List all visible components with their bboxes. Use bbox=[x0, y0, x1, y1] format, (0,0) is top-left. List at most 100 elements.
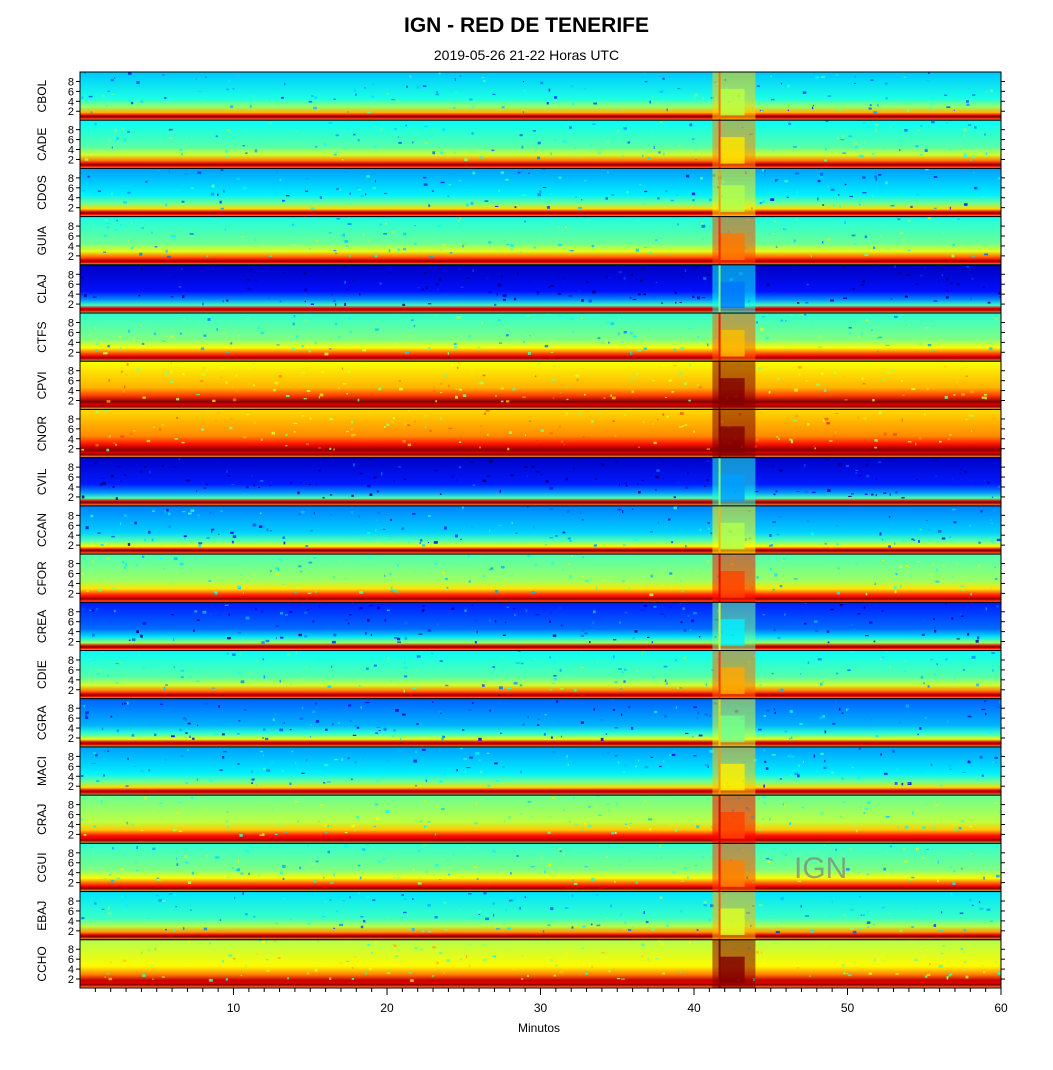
noise-texture bbox=[81, 264, 1001, 306]
station-label: CREA bbox=[35, 610, 49, 643]
y-tick-label: 6 bbox=[68, 954, 74, 966]
y-tick-label: 8 bbox=[68, 703, 74, 715]
x-axis: 10 20 30 40 50 60 bbox=[94, 988, 1008, 1015]
noise-texture bbox=[80, 168, 1001, 210]
event-signal bbox=[712, 72, 756, 121]
y-tick-label: 2 bbox=[68, 203, 74, 215]
noise-texture bbox=[104, 940, 1001, 982]
noise-texture bbox=[81, 554, 998, 597]
y-tick-label: 8 bbox=[68, 173, 74, 185]
spectrogram-band bbox=[80, 891, 1001, 940]
event-signal bbox=[712, 891, 756, 940]
noise-texture bbox=[81, 891, 994, 934]
y-tick-label: 4 bbox=[68, 916, 74, 928]
noise-texture bbox=[106, 361, 988, 403]
y-tick-label: 2 bbox=[68, 444, 74, 456]
spectrogram-band bbox=[80, 264, 1001, 314]
spectrogram-band bbox=[80, 361, 1001, 410]
noise-texture bbox=[81, 457, 1000, 500]
spectrogram-band bbox=[80, 843, 1001, 892]
spectrogram-band bbox=[80, 409, 1001, 458]
spectrogram-band bbox=[80, 795, 1001, 844]
y-tick-label: 6 bbox=[68, 135, 74, 147]
event-signal bbox=[712, 264, 756, 314]
y-tick-label: 4 bbox=[68, 434, 74, 446]
spectrogram-band bbox=[80, 457, 1001, 506]
y-tick-label: 4 bbox=[68, 386, 74, 398]
station-label: CCHO bbox=[35, 946, 49, 981]
station-label: CDOS bbox=[35, 175, 49, 210]
y-tick-label: 4 bbox=[68, 482, 74, 494]
y-tick-label: 4 bbox=[68, 193, 74, 205]
y-tick-label: 2 bbox=[68, 540, 74, 552]
y-tick-label: 8 bbox=[68, 944, 74, 956]
y-tick-label: 4 bbox=[68, 964, 74, 976]
event-signal bbox=[712, 602, 756, 651]
y-tick-label: 2 bbox=[68, 154, 74, 166]
y-tick-label: 6 bbox=[68, 665, 74, 677]
y-tick-label: 8 bbox=[68, 76, 74, 88]
y-tick-label: 2 bbox=[68, 396, 74, 408]
station-label: CBOL bbox=[35, 79, 49, 112]
y-tick-label: 8 bbox=[68, 125, 74, 137]
y-tick-label: 6 bbox=[68, 617, 74, 629]
spectrogram-band bbox=[80, 72, 1001, 121]
y-tick-label: 8 bbox=[68, 510, 74, 522]
y-tick-label: 8 bbox=[68, 655, 74, 667]
y-tick-label: 8 bbox=[68, 751, 74, 763]
event-signal bbox=[712, 409, 756, 458]
event-signal bbox=[712, 795, 756, 844]
spectrogram-band bbox=[80, 602, 1001, 651]
noise-texture bbox=[81, 602, 999, 645]
chart-subtitle: 2019-05-26 21-22 Horas UTC bbox=[433, 47, 620, 63]
y-tick-label: 8 bbox=[68, 848, 74, 860]
y-tick-label: 6 bbox=[68, 713, 74, 725]
station-label: CGRA bbox=[35, 706, 49, 741]
y-tick-label: 4 bbox=[68, 578, 74, 590]
station-label: MACI bbox=[35, 756, 49, 786]
y-tick-label: 4 bbox=[68, 771, 74, 783]
y-tick-label: 2 bbox=[68, 926, 74, 938]
y-tick-label: 8 bbox=[68, 559, 74, 571]
spectrogram-band bbox=[80, 698, 1001, 747]
y-tick-label: 6 bbox=[68, 183, 74, 195]
y-tick-label: 2 bbox=[68, 299, 74, 311]
y-tick-label: 4 bbox=[68, 723, 74, 735]
y-tick-label: 2 bbox=[68, 829, 74, 841]
y-tick-label: 8 bbox=[68, 414, 74, 426]
spectrogram-band bbox=[80, 313, 1001, 362]
station-label: CLAJ bbox=[35, 274, 49, 303]
y-tick-label: 8 bbox=[68, 462, 74, 474]
event-signal bbox=[712, 650, 756, 699]
station-label: CCAN bbox=[35, 513, 49, 547]
event-signal bbox=[712, 120, 756, 169]
event-signal bbox=[712, 698, 756, 747]
noise-texture bbox=[83, 698, 1001, 741]
y-tick-label: 2 bbox=[68, 251, 74, 263]
event-signal bbox=[712, 746, 756, 796]
y-tick-label: 2 bbox=[68, 637, 74, 649]
ign-watermark: IGN bbox=[794, 852, 847, 885]
y-tick-label: 4 bbox=[68, 627, 74, 639]
station-label: CDIE bbox=[35, 660, 49, 689]
station-label: CGUI bbox=[35, 852, 49, 882]
event-signal bbox=[712, 457, 756, 506]
y-tick-label: 4 bbox=[68, 819, 74, 831]
y-tick-label: 4 bbox=[68, 145, 74, 157]
event-signal bbox=[712, 505, 756, 555]
y-tick-label: 2 bbox=[68, 492, 74, 504]
event-signal bbox=[712, 361, 756, 410]
spectrogram-band bbox=[80, 120, 1001, 169]
